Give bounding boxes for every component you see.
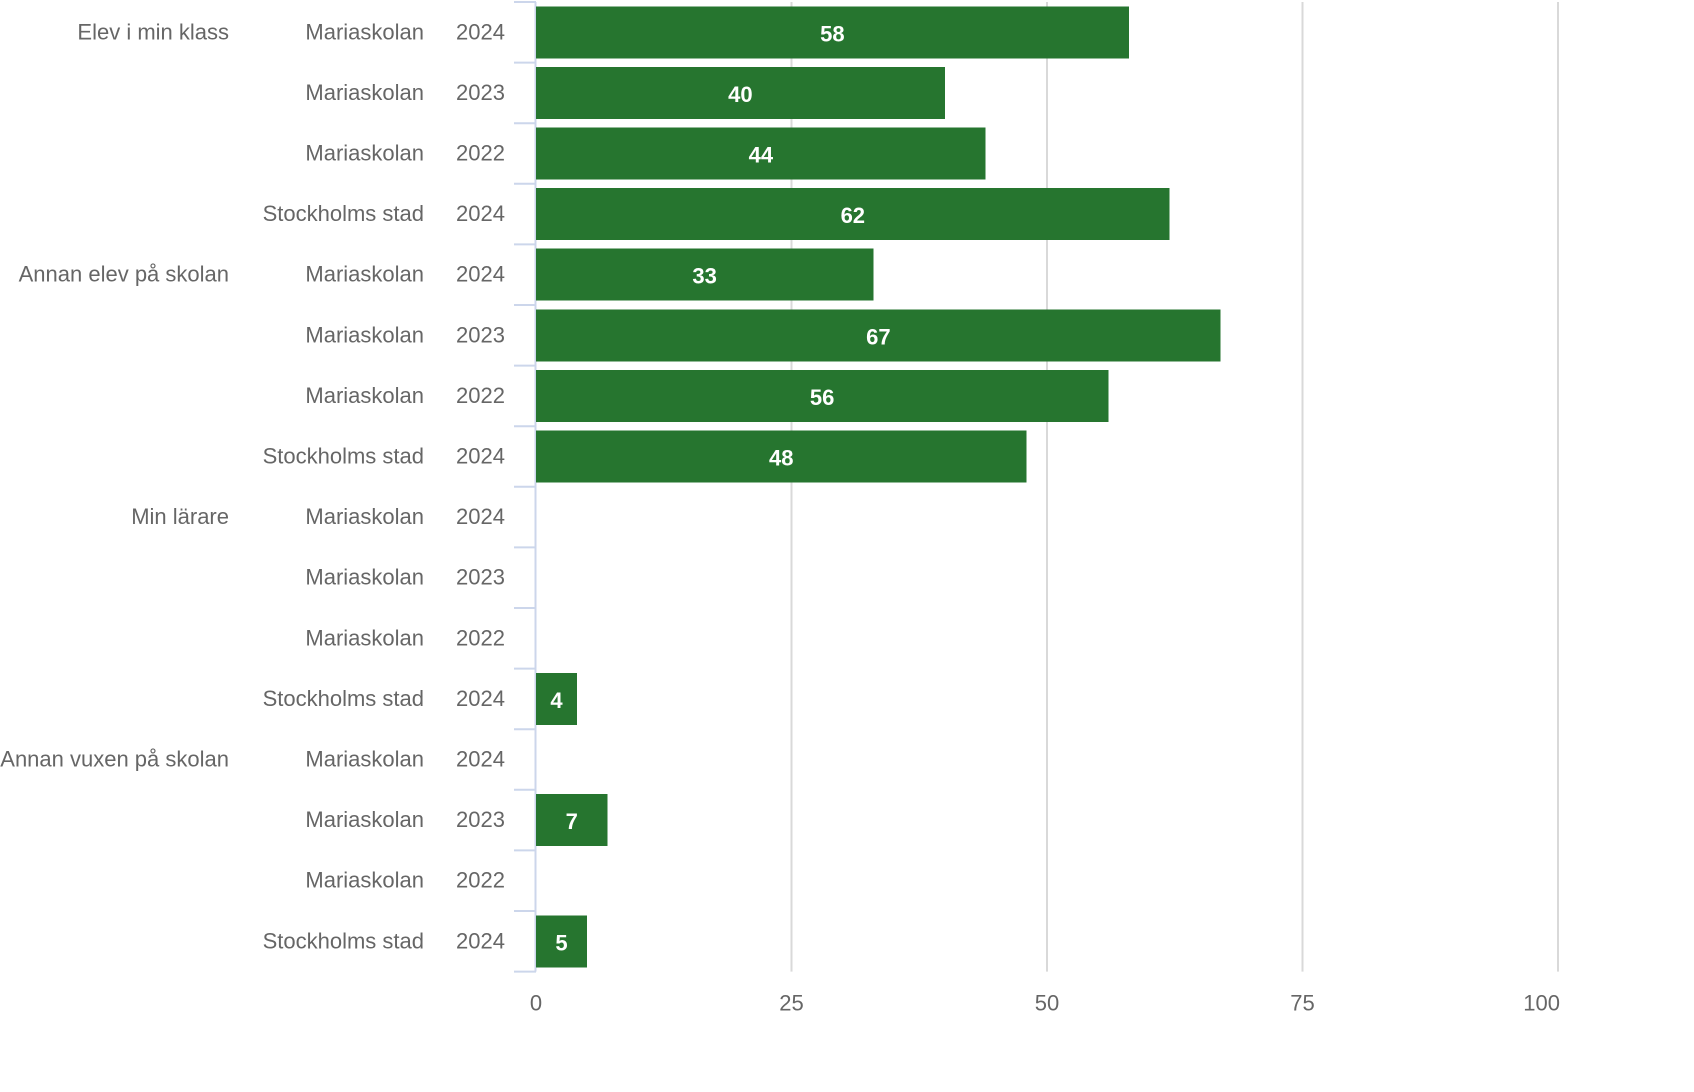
school-label: Mariaskolan [305,565,424,590]
school-label: Mariaskolan [305,807,424,832]
school-label: Mariaskolan [305,19,424,44]
year-label: 2023 [456,807,505,832]
school-label: Mariaskolan [305,868,424,893]
year-label: 2024 [456,262,505,287]
bar [536,430,1027,483]
year-label: 2024 [456,928,505,953]
year-label: 2024 [456,686,505,711]
year-label: 2023 [456,565,505,590]
data-labels: 58 40 44 62 33 67 56 48 4 7 5 [550,21,890,955]
group-label: Annan elev på skolan [19,262,229,287]
x-tick-label: 25 [779,991,803,1016]
group-label: Elev i min klass [77,19,229,44]
year-label: 2024 [456,201,505,226]
x-axis-tick-labels: 0 25 50 75 100 [530,991,1560,1016]
data-label: 48 [769,446,793,471]
year-label: 2024 [456,747,505,772]
school-label: Mariaskolan [305,80,424,105]
data-label: 5 [555,930,567,955]
year-label: 2022 [456,383,505,408]
data-label: 33 [692,264,716,289]
grid-lines [790,2,1559,972]
data-label: 40 [728,82,752,107]
school-label: Stockholms stad [263,928,424,953]
x-tick-label: 75 [1290,991,1314,1016]
school-label: Mariaskolan [305,504,424,529]
group-label: Annan vuxen på skolan [0,747,229,772]
year-label: 2022 [456,868,505,893]
data-label: 62 [841,203,865,228]
x-tick-label: 50 [1035,991,1059,1016]
bar [536,248,874,301]
bar [536,188,1170,241]
bar [536,6,1129,59]
school-label: Mariaskolan [305,262,424,287]
data-label: 67 [866,324,890,349]
x-tick-label: 0 [530,991,542,1016]
x-tick-label: 100 [1523,991,1560,1016]
data-label: 7 [566,809,578,834]
school-label: Mariaskolan [305,625,424,650]
category-labels: 2024 Mariaskolan Elev i min klass 2023 Maria… [0,19,505,953]
school-label: Mariaskolan [305,322,424,347]
data-label: 44 [749,143,774,168]
year-label: 2024 [456,19,505,44]
bar-series [536,6,1221,968]
school-label: Stockholms stad [263,201,424,226]
bar [536,309,1221,362]
bar [536,369,1109,422]
year-label: 2024 [456,504,505,529]
group-label: Min lärare [131,504,229,529]
bar [536,915,588,968]
category-axis [514,1,537,973]
bar [536,672,577,725]
school-label: Mariaskolan [305,747,424,772]
bar [536,794,608,847]
year-label: 2023 [456,80,505,105]
school-label: Mariaskolan [305,383,424,408]
data-label: 56 [810,385,834,410]
year-label: 2022 [456,625,505,650]
school-label: Stockholms stad [263,686,424,711]
year-label: 2022 [456,141,505,166]
year-label: 2024 [456,444,505,469]
school-label: Mariaskolan [305,141,424,166]
year-label: 2023 [456,322,505,347]
school-label: Stockholms stad [263,444,424,469]
data-label: 4 [550,688,563,713]
bar [536,66,945,119]
bar [536,127,986,180]
data-label: 58 [820,21,844,46]
